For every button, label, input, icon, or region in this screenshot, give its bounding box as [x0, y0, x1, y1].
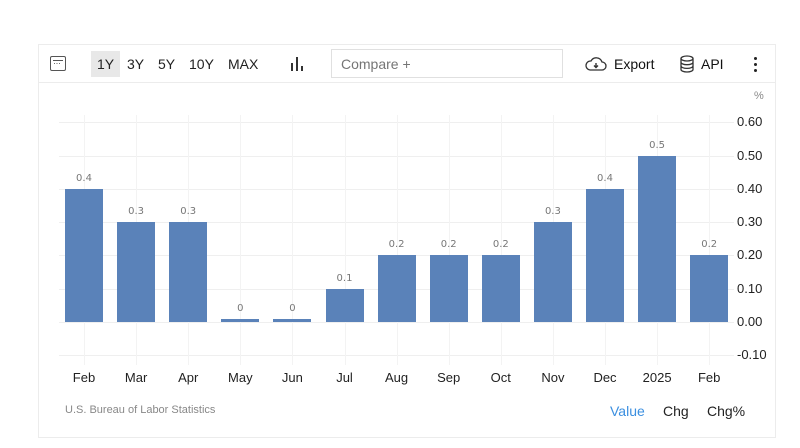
gridline	[240, 115, 242, 365]
api-button[interactable]: API	[680, 51, 724, 77]
mode-value-button[interactable]: Value	[610, 403, 645, 419]
x-tick-label: Apr	[178, 370, 199, 385]
mode-chg-percent-button[interactable]: Chg%	[707, 403, 746, 419]
bar-value-label: 0	[289, 303, 296, 314]
chart-type-icon[interactable]	[291, 57, 305, 71]
bar-value-label: 0.2	[492, 239, 509, 251]
gridline	[59, 322, 734, 323]
gridline	[709, 115, 711, 365]
export-button[interactable]: Export	[585, 51, 654, 77]
mode-chg-button[interactable]: Chg	[663, 403, 689, 419]
gridline	[59, 222, 734, 224]
bar[interactable]	[533, 222, 572, 322]
cloud-download-icon	[585, 57, 607, 71]
bar-value-label: 0.4	[76, 172, 92, 184]
y-tick-label: 0.60	[737, 114, 763, 130]
range-1y-button[interactable]: 1Y	[91, 51, 121, 77]
gridline	[59, 122, 734, 124]
gridline	[396, 115, 398, 365]
api-label: API	[701, 56, 724, 72]
y-tick-label: 0.20	[737, 247, 763, 263]
bar-value-label: 0.2	[388, 239, 405, 251]
calendar-icon[interactable]	[50, 56, 66, 71]
bar[interactable]	[481, 255, 520, 322]
y-tick-label: 0.50	[737, 147, 763, 163]
range-3y-button[interactable]: 3Y	[127, 56, 145, 72]
x-tick-label: Feb	[697, 370, 721, 385]
unit-label: %	[754, 90, 764, 102]
bar[interactable]	[221, 319, 260, 322]
x-tick-label: Feb	[72, 370, 96, 385]
gridline	[292, 115, 294, 365]
y-tick-label: 0.40	[737, 180, 763, 196]
gridline	[59, 188, 734, 190]
bar[interactable]	[429, 255, 468, 322]
chart-card: 1Y 3Y 5Y 10Y MAX Export API % 0.40.30.30…	[38, 44, 776, 438]
gridline	[448, 115, 450, 365]
bar[interactable]	[169, 222, 208, 322]
x-tick-label: Jun	[281, 370, 303, 385]
x-tick-label: Dec	[593, 370, 617, 385]
compare-input[interactable]	[331, 49, 563, 78]
bar-value-label: 0.4	[597, 172, 613, 184]
x-tick-label: Jul	[336, 370, 353, 385]
x-tick-label: 2025	[642, 370, 672, 385]
gridline	[344, 115, 346, 365]
bar[interactable]	[325, 288, 364, 322]
export-label: Export	[614, 56, 655, 72]
bar-value-label: 0.2	[440, 239, 457, 251]
gridline	[59, 355, 734, 357]
bar-value-label: 0.3	[544, 206, 561, 218]
bar[interactable]	[377, 255, 416, 322]
range-5y-button[interactable]: 5Y	[158, 56, 176, 72]
bar-value-label: 0.5	[649, 139, 666, 151]
bar[interactable]	[117, 222, 156, 322]
x-tick-label: Mar	[124, 370, 148, 385]
bar[interactable]	[690, 255, 729, 322]
x-tick-label: Sep	[437, 370, 461, 385]
range-10y-button[interactable]: 10Y	[189, 56, 214, 72]
bar[interactable]	[638, 155, 677, 322]
gridline	[59, 155, 734, 157]
bar[interactable]	[65, 188, 103, 322]
x-tick-label: May	[228, 370, 253, 385]
bar-value-label: 0.1	[336, 272, 353, 284]
x-tick-label: Aug	[385, 370, 409, 385]
bar[interactable]	[586, 188, 624, 322]
bar-chart: 0.4 0.3 0.3 0 0 0.1 0.2 0.2 0.2 0.3 0.4 0.5 0.2	[59, 115, 734, 365]
y-tick-label: 0.00	[737, 314, 763, 329]
range-max-button[interactable]: MAX	[228, 56, 259, 72]
source-label: U.S. Bureau of Labor Statistics	[65, 404, 216, 416]
bar-value-label: 0.3	[128, 206, 145, 218]
x-tick-label: Oct	[490, 370, 511, 385]
y-tick-label: -0.10	[737, 347, 767, 363]
chart-toolbar: 1Y 3Y 5Y 10Y MAX Export API	[39, 45, 775, 83]
x-tick-label: Nov	[541, 370, 565, 385]
more-options-icon[interactable]	[754, 56, 758, 72]
bar-value-label: 0.2	[701, 239, 718, 251]
bar-value-label: 0	[237, 303, 244, 314]
database-icon	[680, 55, 694, 73]
y-tick-label: 0.30	[737, 214, 763, 230]
bar-value-label: 0.3	[180, 206, 197, 218]
gridline	[500, 115, 502, 365]
y-tick-label: 0.10	[737, 280, 763, 296]
bar[interactable]	[273, 319, 312, 322]
